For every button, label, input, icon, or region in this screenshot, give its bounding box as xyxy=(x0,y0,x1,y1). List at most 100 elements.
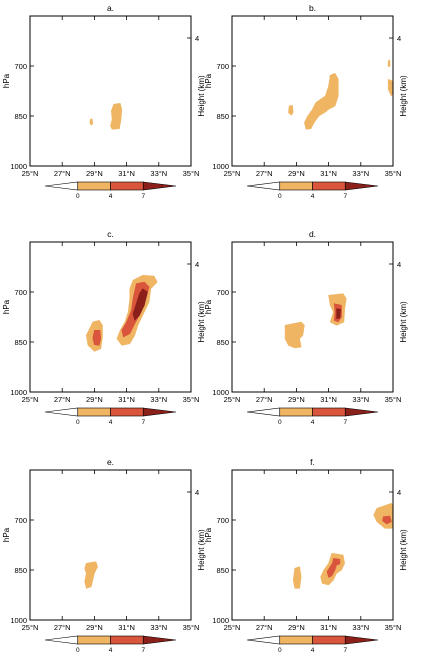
contour-region-level2 xyxy=(92,329,102,346)
colorbar-label: 7 xyxy=(141,647,145,654)
colorbar-segment-level2 xyxy=(312,181,346,191)
colorbar-label: 4 xyxy=(109,647,113,654)
x-tick-label: 25°N xyxy=(224,169,241,178)
y-tick-label: 700 xyxy=(216,516,229,525)
contour-region-level1 xyxy=(84,561,98,589)
x-tick-label: 31°N xyxy=(320,169,337,178)
colorbar-segment-level1 xyxy=(77,181,111,191)
colorbar-segment-level1 xyxy=(77,407,111,417)
contour-region-level1 xyxy=(292,566,302,589)
x-tick-label: 27°N xyxy=(256,395,273,404)
contour-region-level1 xyxy=(288,105,294,116)
x-tick-label: 25°N xyxy=(22,623,39,632)
colorbar-segment-level2 xyxy=(110,181,144,191)
y2-axis-label: Height (km) xyxy=(197,301,206,343)
x-tick-label: 31°N xyxy=(118,623,135,632)
y2-tick-label: 4 xyxy=(195,260,199,269)
colorbar-segment-level0 xyxy=(44,635,79,645)
x-tick-label: 35°N xyxy=(385,623,402,632)
plot-frame xyxy=(29,15,192,167)
y2-tick-label: 4 xyxy=(397,34,401,43)
y-tick-label: 700 xyxy=(14,288,27,297)
colorbar-segment-level2 xyxy=(110,407,144,417)
y2-axis-label: Height (km) xyxy=(197,75,206,117)
colorbar: 0 4 7 xyxy=(246,407,379,426)
colorbar-label: 7 xyxy=(141,193,145,200)
x-tick-label: 27°N xyxy=(256,169,273,178)
panel-title: a. xyxy=(107,3,114,13)
contour-region-level1 xyxy=(373,502,393,529)
colorbar-segment-level3 xyxy=(142,635,177,645)
contour-region-level3 xyxy=(336,308,342,320)
colorbar-label: 0 xyxy=(278,193,282,200)
y-tick-label: 1000 xyxy=(212,388,229,397)
x-tick-label: 35°N xyxy=(183,395,200,404)
panel-title: c. xyxy=(107,229,114,239)
y2-tick-label: 4 xyxy=(195,34,199,43)
y2-axis-label: Height (km) xyxy=(197,529,206,571)
x-tick-label: 27°N xyxy=(256,623,273,632)
colorbar-segment-level3 xyxy=(344,407,379,417)
x-tick-label: 31°N xyxy=(118,395,135,404)
y-tick-label: 1000 xyxy=(10,162,27,171)
y-axis-label: hPa xyxy=(2,73,11,88)
x-tick-label: 31°N xyxy=(320,395,337,404)
y-tick-label: 850 xyxy=(216,112,229,121)
contour-fills xyxy=(292,502,393,589)
colorbar-segment-level0 xyxy=(246,181,281,191)
y-tick-label: 1000 xyxy=(10,616,27,625)
colorbar-label: 0 xyxy=(76,419,80,426)
y-tick-label: 850 xyxy=(14,338,27,347)
contour-fills xyxy=(84,561,98,589)
x-tick-label: 35°N xyxy=(183,169,200,178)
plot-frame xyxy=(29,241,192,393)
y2-axis-label: Height (km) xyxy=(399,75,408,117)
x-tick-label: 29°N xyxy=(288,169,305,178)
x-tick-label: 33°N xyxy=(150,169,167,178)
colorbar-segment-level0 xyxy=(44,407,79,417)
x-tick-label: 29°N xyxy=(288,395,305,404)
contour-region-level1 xyxy=(304,73,339,130)
x-tick-label: 33°N xyxy=(352,395,369,404)
panel-title: e. xyxy=(107,457,114,467)
x-tick-label: 27°N xyxy=(54,169,71,178)
colorbar: 0 4 7 xyxy=(246,181,379,200)
y-axis-label: hPa xyxy=(2,299,11,314)
y2-tick-label: 4 xyxy=(397,260,401,269)
colorbar-label: 4 xyxy=(109,419,113,426)
colorbar-label: 7 xyxy=(343,419,347,426)
y-tick-label: 700 xyxy=(216,62,229,71)
colorbar-label: 7 xyxy=(343,647,347,654)
colorbar: 0 4 7 xyxy=(44,407,177,426)
y-tick-label: 850 xyxy=(14,112,27,121)
panel-c: c. 25°N 27°N 29°N 31°N 33°N 35°N 700 850 1000 hPa 4… xyxy=(2,229,206,426)
x-tick-label: 27°N xyxy=(54,395,71,404)
plot-frame xyxy=(29,469,192,621)
y-tick-label: 850 xyxy=(216,566,229,575)
x-tick-label: 33°N xyxy=(352,169,369,178)
y2-tick-label: 4 xyxy=(397,488,401,497)
y-tick-label: 1000 xyxy=(212,616,229,625)
y-tick-label: 1000 xyxy=(212,162,229,171)
colorbar-segment-level0 xyxy=(246,407,281,417)
plot-frame xyxy=(231,469,394,621)
colorbar-label: 7 xyxy=(343,193,347,200)
x-tick-label: 33°N xyxy=(150,395,167,404)
panel-title: f. xyxy=(310,457,315,467)
contour-region-level1 xyxy=(284,321,305,349)
y-axis-label: hPa xyxy=(204,73,213,88)
colorbar-segment-level1 xyxy=(279,407,313,417)
y2-axis-label: Height (km) xyxy=(399,529,408,571)
colorbar: 0 4 7 xyxy=(246,635,379,654)
colorbar-label: 4 xyxy=(311,419,315,426)
panel-d: d. 25°N 27°N 29°N 31°N 33°N 35°N 700 850 1000 hPa 4… xyxy=(204,229,408,426)
colorbar-segment-level2 xyxy=(312,635,346,645)
plot-frame xyxy=(231,241,394,393)
y2-axis-label: Height (km) xyxy=(399,301,408,343)
colorbar-label: 7 xyxy=(141,419,145,426)
colorbar-label: 0 xyxy=(278,419,282,426)
x-tick-label: 25°N xyxy=(224,395,241,404)
x-tick-label: 33°N xyxy=(352,623,369,632)
x-tick-label: 35°N xyxy=(385,395,402,404)
